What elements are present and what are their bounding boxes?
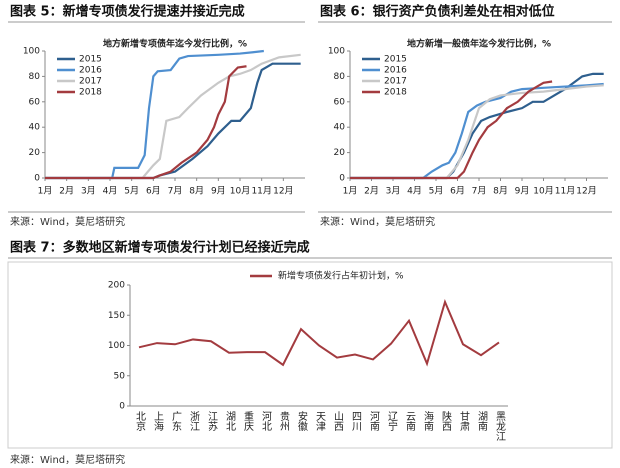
x-tick-label: 12月: [273, 186, 293, 197]
y-tick-label: 20: [334, 148, 346, 158]
figure-caption: 图表 7：多数地区新增专项债发行计划已经接近完成: [10, 240, 310, 256]
x-tick-label: 8月: [493, 186, 508, 197]
x-tick-label: 9月: [211, 186, 226, 197]
y-tick-label: 200: [108, 281, 125, 291]
y-tick-label: 0: [119, 402, 125, 412]
x-tick-label: 6月: [450, 186, 465, 197]
legend-label: 2015: [79, 55, 102, 65]
x-tick-label: 10月: [533, 186, 553, 197]
y-tick-label: 60: [29, 97, 41, 107]
x-tick-label: 河北: [260, 411, 272, 431]
x-tick-label: 天津: [314, 411, 326, 432]
x-tick-label: 湖南: [476, 411, 488, 431]
x-tick-label: 11月: [251, 186, 271, 197]
chart-title: 地方新增一般债年迄今发行比例，%: [407, 38, 551, 50]
series-line: [350, 80, 553, 180]
x-tick-label: 贵州: [278, 410, 290, 431]
figure-caption: 图表 5：新增专项债发行提速并接近完成: [10, 4, 245, 20]
x-tick-label: 2月: [364, 186, 379, 197]
y-tick-label: 100: [108, 341, 125, 351]
x-tick-label: 辽宁: [386, 411, 398, 431]
x-tick-label: 甘肃: [458, 410, 470, 432]
series-line: [350, 84, 604, 180]
y-tick-label: 80: [29, 72, 41, 82]
x-tick-label: 5月: [429, 186, 444, 197]
legend-label: 新增专项债发行占年初计划，%: [278, 270, 404, 282]
y-tick-label: 20: [29, 148, 41, 158]
series-line: [45, 53, 301, 180]
x-tick-label: 河南: [368, 411, 380, 431]
x-tick-label: 北京: [134, 411, 146, 432]
x-tick-label: 江苏: [206, 411, 218, 432]
y-tick-label: 100: [23, 47, 40, 57]
x-tick-label: 4月: [407, 186, 422, 197]
x-tick-label: 1月: [38, 186, 53, 197]
x-tick-label: 云南: [404, 411, 416, 431]
legend-label: 2018: [384, 88, 407, 98]
legend-label: 2016: [384, 66, 407, 76]
x-tick-label: 4月: [103, 186, 118, 197]
x-tick-label: 6月: [146, 186, 161, 197]
legend-label: 2015: [384, 55, 407, 65]
y-tick-label: 0: [34, 174, 40, 184]
source-note: 来源：Wind，莫尼塔研究: [320, 215, 435, 228]
y-tick-label: 60: [334, 97, 346, 107]
x-tick-label: 12月: [576, 186, 596, 197]
x-tick-label: 陕西: [440, 410, 452, 431]
y-tick-label: 50: [114, 371, 126, 381]
x-tick-label: 5月: [124, 186, 139, 197]
x-tick-label: 广东: [170, 411, 182, 431]
x-tick-label: 10月: [230, 186, 250, 197]
series-line: [138, 298, 500, 367]
series-line: [45, 49, 264, 180]
y-tick-label: 80: [334, 72, 346, 82]
x-tick-label: 8月: [189, 186, 204, 197]
x-tick-label: 3月: [81, 186, 96, 197]
legend-label: 2016: [79, 66, 102, 76]
x-tick-label: 3月: [386, 186, 401, 197]
x-tick-label: 海南: [422, 410, 434, 431]
x-tick-label: 安徽: [296, 410, 308, 432]
x-tick-label: 重庆: [242, 410, 254, 432]
x-tick-label: 浙江: [188, 411, 200, 431]
source-note: 来源：Wind，莫尼塔研究: [10, 453, 125, 466]
y-tick-label: 40: [334, 123, 346, 133]
y-tick-label: 150: [108, 311, 125, 321]
x-tick-label: 7月: [168, 186, 183, 197]
figure-frame: [7, 261, 613, 449]
x-tick-label: 1月: [343, 186, 358, 197]
legend-label: 2017: [384, 77, 407, 87]
x-tick-label: 上海: [152, 411, 164, 432]
x-tick-label: 2月: [59, 186, 74, 197]
x-tick-label: 11月: [555, 186, 575, 197]
x-tick-label: 四川: [350, 411, 362, 431]
chart-title: 地方新增专项债年迄今发行比例，%: [103, 38, 247, 50]
x-tick-label: 9月: [515, 186, 530, 197]
x-tick-label: 山西: [332, 411, 344, 431]
x-tick-label: 湖北: [224, 411, 236, 431]
figure-caption: 图表 6：银行资产负债利差处在相对低位: [320, 4, 555, 20]
y-tick-label: 40: [29, 123, 41, 133]
y-tick-label: 0: [339, 174, 345, 184]
source-note: 来源：Wind，莫尼塔研究: [10, 215, 125, 228]
x-tick-label: 7月: [472, 186, 487, 197]
legend-label: 2017: [79, 77, 102, 87]
x-tick-label: 黑龙江: [494, 411, 506, 441]
series-line: [350, 82, 604, 180]
y-tick-label: 100: [328, 47, 345, 57]
legend-label: 2018: [79, 88, 102, 98]
series-line: [45, 65, 247, 180]
